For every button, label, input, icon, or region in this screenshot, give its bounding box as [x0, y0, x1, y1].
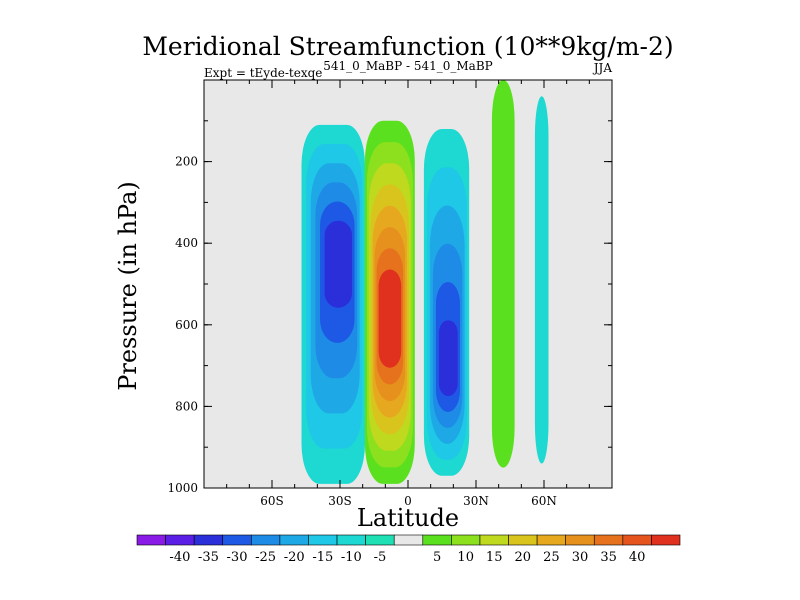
- colorbar-swatch: [451, 534, 481, 546]
- polar-band-level-5: [534, 96, 549, 464]
- colorbar-swatch: [622, 534, 652, 546]
- x-axis-ticks: 60S 30S 0 30N 60N: [226, 80, 590, 508]
- y-tick-label: 400: [175, 236, 198, 250]
- colorbar-label: 15: [486, 550, 503, 565]
- y-tick-label: 600: [175, 318, 198, 332]
- colorbar-swatch: [136, 534, 166, 546]
- colorbar-label: 10: [457, 550, 474, 565]
- colorbar-label: -25: [255, 550, 276, 565]
- x-tick-label: 0: [404, 494, 412, 508]
- colorbar-label: -40: [169, 550, 190, 565]
- y-tick-label: 1000: [167, 481, 198, 495]
- chart-subtitle-center: 541_0_MaBP - 541_0_MaBP: [323, 59, 492, 73]
- colorbar-swatch: [308, 534, 338, 546]
- colorbar-swatch: [193, 534, 224, 546]
- x-tick-label: 60S: [260, 494, 284, 508]
- colorbar-swatch: [365, 534, 395, 546]
- x-tick-label: 30N: [463, 494, 489, 508]
- north-cell-level-30: [438, 320, 458, 397]
- south-cell: [301, 124, 365, 484]
- colorbar-label: -5: [374, 550, 387, 565]
- y-tick-label: 800: [175, 399, 198, 413]
- colorbar-swatch: [336, 534, 366, 546]
- colorbar-swatch: [479, 534, 509, 546]
- hadley-cell-level-45: [380, 290, 400, 352]
- colorbar-label: 30: [572, 550, 589, 565]
- colorbar: -40 -35 -30 -25 -20 -15 -10 -5 5 10 15 20 25 30 35 40: [136, 534, 681, 565]
- colorbar-swatch: [422, 534, 452, 546]
- colorbar-label: 35: [600, 550, 617, 565]
- colorbar-swatch: [279, 534, 309, 546]
- y-axis-label: Pressure (in hPa): [114, 181, 142, 391]
- colorbar-swatch: [222, 534, 252, 546]
- contour-layer: [301, 80, 549, 484]
- x-axis-label: Latitude: [357, 504, 459, 532]
- polar-band: [534, 96, 549, 464]
- colorbar-label: -10: [341, 550, 362, 565]
- colorbar-swatch: [251, 534, 281, 546]
- colorbar-label: -30: [227, 550, 248, 565]
- y-axis-ticks: 200 400 600 800 1000: [167, 120, 612, 495]
- chart-subtitle-right: JJA: [592, 61, 613, 75]
- colorbar-label: 20: [515, 550, 532, 565]
- plot-area: 60S 30S 0 30N 60N 200 400 600 800 1000: [167, 79, 613, 508]
- y-tick-label: 200: [175, 155, 198, 169]
- colorbar-label: -35: [198, 550, 219, 565]
- x-tick-label: 60N: [531, 494, 557, 508]
- colorbar-swatch: [651, 534, 681, 546]
- colorbar-label: -15: [312, 550, 333, 565]
- chart-subtitle-left: Expt = tEyde-texqe: [204, 66, 322, 80]
- chart-title: Meridional Streamfunction (10**9kg/m-2): [142, 32, 673, 61]
- colorbar-swatch: [565, 534, 595, 546]
- hadley-cell: [364, 120, 415, 484]
- x-tick-label: 30S: [328, 494, 352, 508]
- north-cell: [423, 129, 470, 476]
- colorbar-label: -20: [284, 550, 305, 565]
- colorbar-swatch: [536, 534, 566, 546]
- colorbar-label: 25: [543, 550, 560, 565]
- colorbar-swatch: [393, 534, 424, 546]
- colorbar-swatch: [508, 534, 538, 546]
- colorbar-swatch: [165, 534, 195, 546]
- ferrel-band-level-5: [491, 80, 515, 468]
- colorbar-swatch: [593, 534, 624, 546]
- ferrel-band: [491, 80, 515, 468]
- colorbar-label: 5: [433, 550, 441, 565]
- south-cell-level-30: [324, 220, 352, 308]
- colorbar-label: 40: [629, 550, 646, 565]
